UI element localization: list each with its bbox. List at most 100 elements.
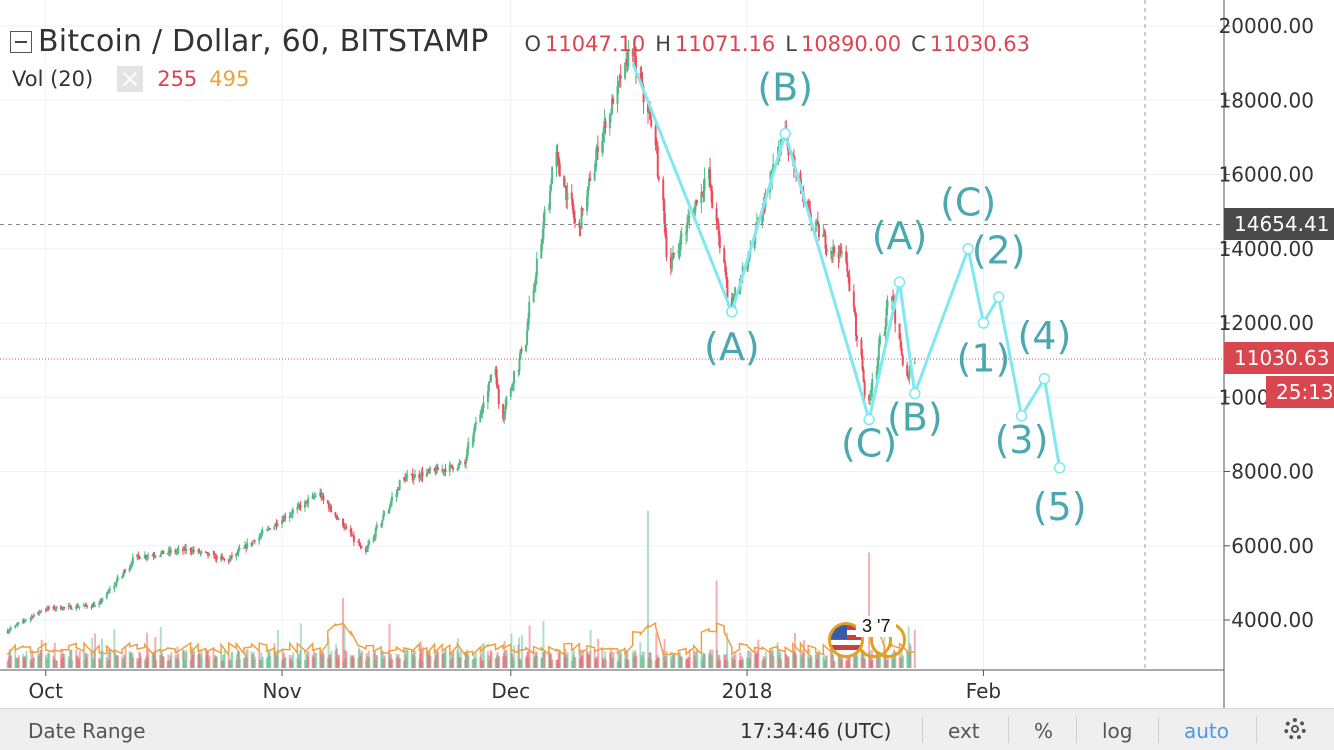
volume-bar — [335, 643, 338, 668]
volume-bar — [114, 654, 117, 668]
economic-event-badge[interactable]: 3 '7 — [826, 612, 916, 662]
volume-bar — [47, 654, 50, 668]
grid — [0, 0, 1224, 670]
wave-pivot — [909, 387, 921, 400]
volume-bar — [153, 652, 156, 668]
candle-body — [54, 608, 57, 610]
volume-bar — [143, 658, 146, 668]
candle-body — [367, 544, 370, 549]
candle-body — [479, 414, 482, 423]
volume-bar — [426, 654, 429, 668]
volume-bar — [869, 657, 872, 668]
volume-bar — [800, 658, 803, 668]
candle-body — [542, 222, 545, 240]
volume-bar — [312, 650, 315, 668]
candle-body — [884, 326, 887, 335]
date-range-button[interactable]: Date Range — [28, 719, 146, 743]
volume-bar — [404, 648, 407, 668]
remove-volume-icon[interactable] — [117, 66, 144, 92]
candle-body — [237, 549, 240, 554]
candle-body — [145, 556, 148, 558]
candle-body — [395, 494, 398, 497]
volume-bar — [717, 660, 720, 668]
volume-bar — [656, 658, 659, 668]
clock-readout[interactable]: 17:34:46 (UTC) — [740, 719, 892, 743]
bottom-toolbar: Date Range 17:34:46 (UTC) ext % log auto — [0, 708, 1334, 750]
volume-bar — [791, 649, 794, 668]
candle-body — [114, 584, 117, 586]
wave-pivot — [1038, 372, 1051, 385]
volume-bar — [155, 660, 158, 668]
collapse-legend-icon[interactable] — [10, 30, 32, 53]
candle-body — [465, 458, 468, 464]
volume-bar — [817, 653, 820, 668]
log-scale-toggle[interactable]: log — [1102, 719, 1133, 743]
volume-bar — [313, 659, 316, 668]
candle-body — [495, 368, 498, 385]
candle-body — [208, 553, 211, 556]
candle-body — [160, 552, 163, 556]
settings-gear-icon[interactable] — [1284, 718, 1306, 740]
volume-bar — [405, 657, 408, 668]
ohlc-high-value: 11071.16 — [675, 31, 776, 56]
symbol-legend: Bitcoin / Dollar, 60, BITSTAMP O 11047.10… — [10, 24, 1030, 59]
candle-body — [860, 339, 863, 356]
volume-bar — [711, 649, 714, 668]
candle-body — [204, 551, 207, 553]
wave-pivot — [779, 127, 791, 140]
candle-body — [489, 380, 492, 382]
candle-body — [39, 611, 42, 613]
volume-bar — [604, 651, 607, 668]
candle-body — [70, 608, 73, 610]
candle-body — [907, 375, 910, 379]
volume-bar — [9, 651, 12, 668]
candle-body — [259, 535, 262, 538]
volume-bar — [229, 659, 232, 668]
candle-body — [875, 371, 878, 380]
volume-bar — [229, 660, 232, 668]
volume-bar — [830, 640, 833, 668]
volume-bar — [139, 653, 142, 668]
candle-body — [322, 495, 325, 501]
volume-bar — [122, 655, 125, 668]
volume-bar — [724, 659, 727, 668]
ext-hours-toggle[interactable]: ext — [948, 719, 980, 743]
candle-body — [260, 533, 263, 536]
volume-bar — [511, 653, 514, 668]
candle-body — [840, 251, 843, 254]
auto-scale-toggle[interactable]: auto — [1184, 719, 1230, 743]
candle-body — [130, 563, 133, 566]
volume-bar — [846, 660, 849, 668]
volume-bar — [534, 656, 537, 668]
volume-bar — [242, 657, 245, 668]
candle-body — [746, 266, 749, 268]
candle-body — [502, 404, 505, 420]
volume-bar — [497, 655, 500, 668]
volume-bar — [360, 652, 363, 668]
volume-bar — [802, 653, 805, 668]
wave-label: (C) — [940, 180, 996, 224]
candle-body — [472, 432, 475, 443]
percent-scale-toggle[interactable]: % — [1034, 719, 1054, 743]
candle-body — [258, 537, 261, 542]
candle-body — [128, 568, 131, 572]
candle-body — [167, 550, 170, 554]
volume-bar — [243, 658, 246, 668]
volume-bar — [725, 653, 728, 668]
chart-area[interactable]: (B)(A)(A)(C)(B)(C)(2)(1)(4)(3)(5) 20000.… — [0, 0, 1334, 708]
volume-bar — [312, 656, 315, 668]
volume-bar — [556, 660, 559, 668]
candle-body — [174, 550, 177, 553]
candle-body — [229, 555, 232, 559]
volume-bar — [548, 652, 551, 668]
candle-body — [290, 513, 293, 515]
candle-body — [274, 523, 277, 527]
volume-bar — [31, 650, 34, 668]
volume-bar — [291, 660, 294, 668]
volume-bar — [808, 648, 811, 668]
volume-bar — [533, 657, 536, 668]
volume-bar — [678, 652, 681, 668]
volume-bar — [695, 649, 698, 668]
volume-bar — [769, 649, 772, 668]
candle-body — [238, 548, 241, 550]
